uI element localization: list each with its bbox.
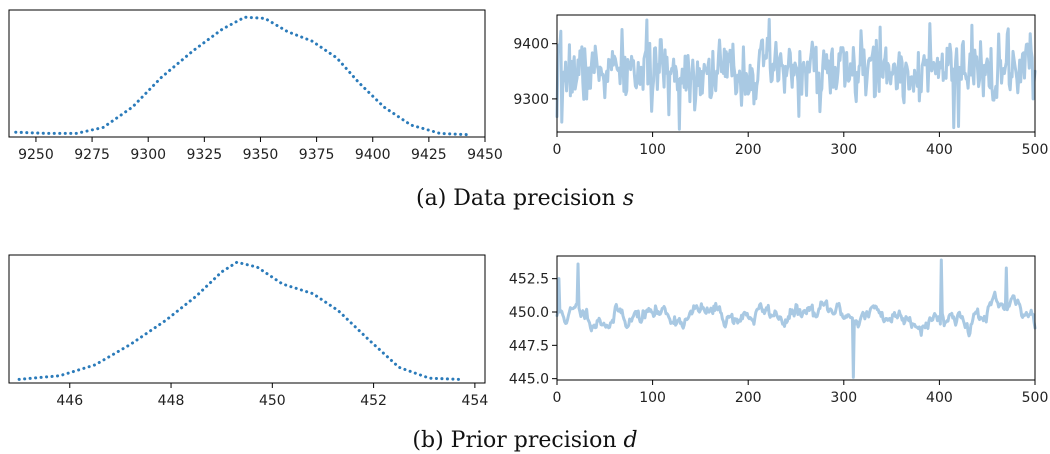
caption-a-text: (a) Data precision	[416, 186, 623, 211]
d-trace-x-tick-label: 300	[830, 390, 857, 406]
d-trace-y-tick-label: 447.5	[509, 338, 549, 354]
d-trace-x-tick-label: 500	[1022, 390, 1049, 406]
s-trace-x-tick-label: 400	[926, 142, 953, 158]
s-trace-y-tick-label: 9300	[513, 92, 549, 108]
s-density-x-tick-label: 9275	[74, 147, 110, 163]
d-density-plot: 446 448 450 452 454	[8, 254, 489, 409]
s-trace-x-tick-label: 100	[639, 142, 666, 158]
d-density-x-tick-label: 452	[360, 393, 387, 409]
d-density-x-tick-label: 450	[259, 393, 286, 409]
s-trace-x-tick-label: 500	[1022, 142, 1049, 158]
s-density-x-tick-label: 9375	[299, 147, 335, 163]
d-trace-plot: 0 100 200 300 400 500 445.0 447.5 450.0 452.5	[509, 255, 1049, 406]
s-trace-x-tick-label: 200	[735, 142, 762, 158]
s-trace-plot: 0 100 200 300 400 500 9300 9400	[513, 14, 1049, 158]
d-density-x-tick-label: 446	[56, 393, 83, 409]
d-trace-y-tick-label: 445.0	[509, 372, 549, 388]
s-density-plot: 9250 9275 9300 9325 9350 9375 9400 9425 9450	[8, 9, 503, 163]
d-density-x-tick-label: 448	[158, 393, 185, 409]
d-trace-x-tick-label: 400	[926, 390, 953, 406]
d-trace-x-tick-label: 0	[553, 390, 562, 406]
caption-a-symbol: s	[623, 186, 634, 211]
s-density-axes-frame	[8, 9, 486, 138]
s-trace-x-tick-label: 300	[830, 142, 857, 158]
d-density-axes-frame	[8, 254, 486, 384]
d-density-x-tick-label: 454	[462, 393, 489, 409]
d-trace-axes-frame	[556, 255, 1036, 381]
s-density-x-tick-label: 9350	[243, 147, 279, 163]
s-density-x-tick-label: 9325	[187, 147, 223, 163]
d-trace-series-line	[555, 258, 1037, 379]
s-trace-y-tick-label: 9400	[513, 37, 549, 53]
s-density-x-tick-label: 9400	[355, 147, 391, 163]
s-density-x-tick-label: 9250	[18, 147, 54, 163]
d-trace-x-tick-label: 100	[639, 390, 666, 406]
s-density-x-tick-label: 9425	[411, 147, 447, 163]
s-trace-series-line	[555, 17, 1037, 131]
caption-a: (a) Data precision s	[416, 186, 634, 211]
s-density-series-line	[14, 15, 469, 137]
caption-b: (b) Prior precision d	[412, 428, 637, 453]
s-trace-axes-frame	[556, 14, 1036, 133]
s-trace-x-tick-label: 0	[553, 142, 562, 158]
caption-b-text: (b) Prior precision	[412, 428, 623, 453]
d-trace-y-tick-label: 450.0	[509, 305, 549, 321]
d-density-series-line	[17, 260, 462, 381]
d-trace-y-tick-label: 452.5	[509, 272, 549, 288]
d-trace-x-tick-label: 200	[735, 390, 762, 406]
s-density-x-tick-label: 9450	[467, 147, 503, 163]
s-density-x-tick-label: 9300	[130, 147, 166, 163]
caption-b-symbol: d	[623, 428, 637, 453]
